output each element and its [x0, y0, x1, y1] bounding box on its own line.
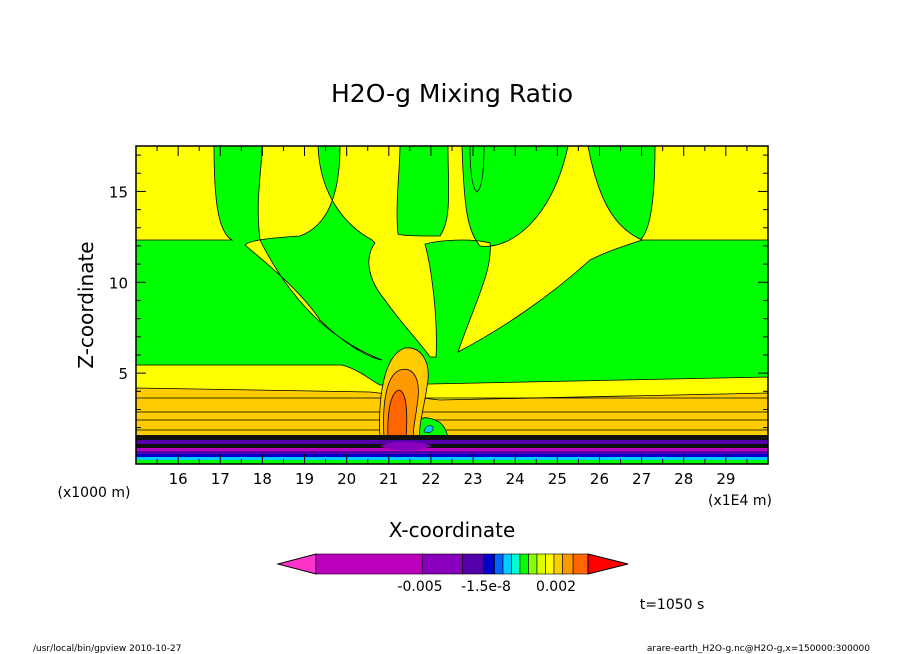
x-tick-label: 16 — [169, 470, 188, 488]
x-tick-label: 18 — [253, 470, 272, 488]
x-tick-label: 24 — [506, 470, 525, 488]
colorbar-swatch — [483, 553, 495, 575]
contour-band-blue-layer — [136, 454, 768, 457]
y-tick-label: 5 — [118, 365, 128, 383]
colorbar-swatch — [421, 553, 463, 575]
colorbar-swatch — [572, 553, 589, 575]
x-axis-title: X-coordinate — [389, 518, 516, 542]
y-axis-title: Z-coordinate — [74, 241, 98, 368]
x-tick-label: 20 — [337, 470, 356, 488]
colorbar-right-arrow — [587, 553, 629, 575]
x-tick-label: 26 — [590, 470, 609, 488]
colorbar-swatch — [545, 553, 555, 575]
time-label: t=1050 s — [640, 597, 705, 613]
contour-band-black-layer-2 — [136, 444, 768, 448]
colorbar-swatch — [502, 553, 512, 575]
colorbar-swatch — [494, 553, 504, 575]
y-tick-label: 10 — [109, 274, 128, 292]
colorbar-swatch — [553, 553, 563, 575]
contour-band-cyan-layer — [136, 457, 768, 460]
colorbar-left-arrow — [276, 553, 317, 575]
colorbar-swatch — [511, 553, 521, 575]
x-tick-label: 27 — [632, 470, 651, 488]
colorbar-swatch — [519, 553, 529, 575]
x-tick-label: 21 — [379, 470, 398, 488]
contour-band-purple-layer-2 — [136, 451, 768, 454]
x-unit-label: (x1E4 m) — [708, 493, 772, 509]
colorbar-tick-label: -1.5e-8 — [461, 579, 511, 595]
footer-right: arare-earth_H2O-g.nc@H2O-g,x=150000:3000… — [647, 644, 870, 654]
contour-band-yellow-upper-right — [638, 145, 769, 241]
colorbar-tick-label: 0.002 — [536, 579, 576, 595]
footer-left: /usr/local/bin/gpview 2010-10-27 — [33, 644, 181, 654]
colorbar-swatch — [528, 553, 538, 575]
x-tick-label: 19 — [295, 470, 314, 488]
contour-band-purple-bump — [380, 441, 432, 451]
contour-band-magenta-layer — [136, 448, 768, 451]
x-tick-label: 25 — [548, 470, 567, 488]
colorbar-swatch — [315, 553, 423, 575]
x-tick-label: 17 — [211, 470, 230, 488]
x-axis: 16 17 18 19 20 21 22 23 24 25 26 27 28 29 — [135, 146, 769, 488]
colorbar-labels: -0.005 -1.5e-8 0.002 — [397, 579, 576, 595]
contour-band-yellow-central-plume — [244, 145, 644, 361]
colorbar — [276, 553, 629, 575]
x-tick-label: 22 — [421, 470, 440, 488]
x-tick-label: 28 — [674, 470, 693, 488]
colorbar-tick-label: -0.005 — [397, 579, 442, 595]
x-tick-label: 23 — [464, 470, 483, 488]
contour-band-yellow-upper-left — [135, 145, 234, 241]
colorbar-swatch — [462, 553, 485, 575]
contour-band-cyan-pocket — [423, 425, 434, 433]
plot-area — [135, 145, 769, 464]
x-tick-label: 29 — [716, 470, 735, 488]
y-unit-label: (x1000 m) — [58, 485, 131, 501]
colorbar-swatch — [562, 553, 574, 575]
contour-band-green-hole — [469, 145, 485, 193]
contour-band-red-plume — [387, 389, 408, 439]
contour-band-black-layer — [136, 435, 768, 440]
chart-title: H2O-g Mixing Ratio — [331, 79, 573, 108]
contour-band-purple-layer-1 — [136, 440, 768, 444]
y-tick-label: 15 — [109, 183, 128, 201]
y-axis: 5 10 15 — [109, 154, 768, 465]
colorbar-swatch — [536, 553, 546, 575]
